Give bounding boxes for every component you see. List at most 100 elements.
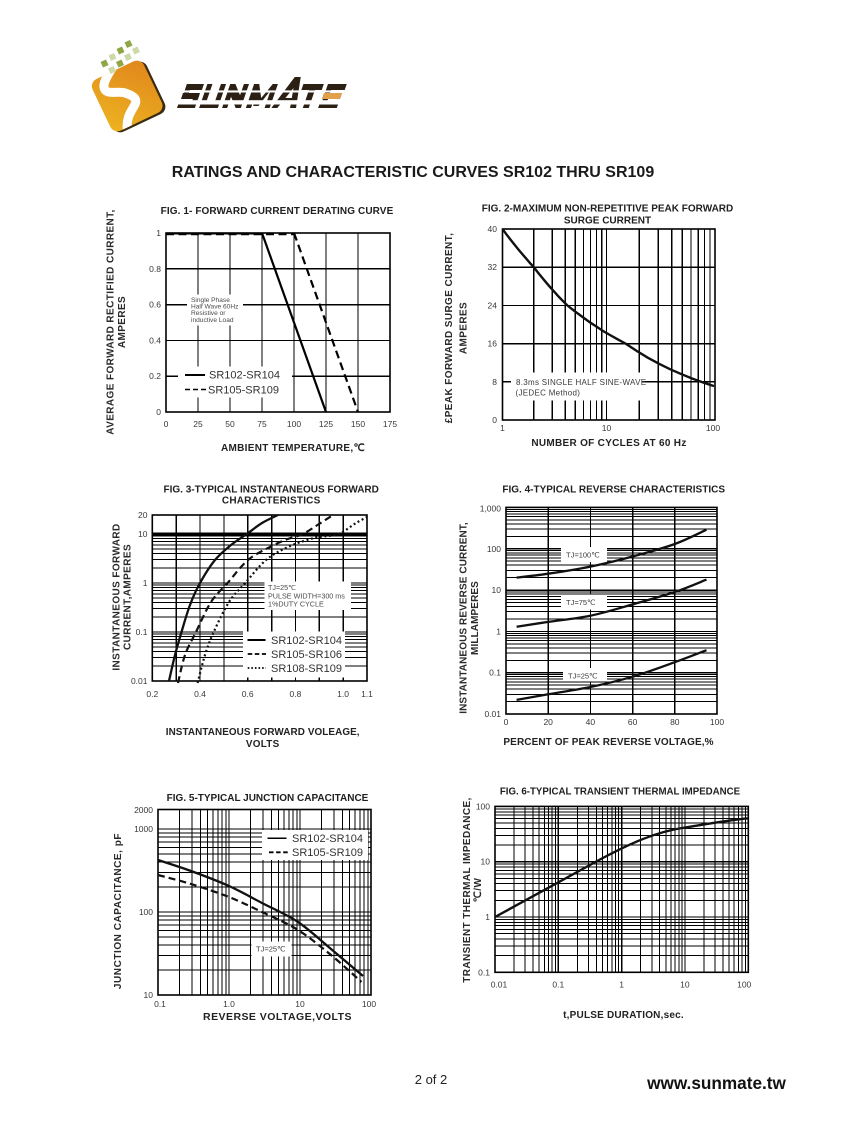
- svg-text:PULSE WIDTH=300 ms: PULSE WIDTH=300 ms: [268, 591, 345, 600]
- svg-text:0.4: 0.4: [149, 335, 161, 345]
- svg-text:SR105-SR109: SR105-SR109: [208, 385, 279, 397]
- svg-text:FIG. 5-TYPICAL JUNCTION CAPACI: FIG. 5-TYPICAL JUNCTION CAPACITANCE: [167, 793, 369, 804]
- svg-text:100: 100: [476, 801, 490, 811]
- svg-text:2 of 2: 2 of 2: [415, 1072, 448, 1087]
- svg-text:SR105-SR109: SR105-SR109: [292, 847, 363, 859]
- svg-text:0.8: 0.8: [149, 264, 161, 274]
- svg-text:0.01: 0.01: [491, 980, 508, 990]
- svg-text:AMBIENT TEMPERATURE,℃: AMBIENT TEMPERATURE,℃: [221, 443, 365, 454]
- svg-text:www.sunmate.tw: www.sunmate.tw: [646, 1073, 786, 1093]
- svg-text:10: 10: [492, 585, 502, 595]
- svg-text:0.6: 0.6: [149, 300, 161, 310]
- svg-text:175: 175: [383, 419, 397, 429]
- svg-text:SR102-SR104: SR102-SR104: [209, 370, 280, 382]
- svg-text:8.3ms SINGLE HALF SINE-WAVE: 8.3ms SINGLE HALF SINE-WAVE: [516, 378, 646, 387]
- svg-text:1000: 1000: [134, 824, 153, 834]
- svg-text:24: 24: [488, 300, 498, 310]
- svg-text:40: 40: [488, 224, 498, 234]
- svg-text:Half Wave 60Hz: Half Wave 60Hz: [191, 304, 238, 311]
- svg-text:8: 8: [492, 377, 497, 387]
- svg-text:1.0: 1.0: [223, 999, 235, 1009]
- svg-text:SR102-SR104: SR102-SR104: [271, 635, 342, 647]
- svg-text:40: 40: [586, 717, 596, 727]
- svg-text:1.1: 1.1: [361, 689, 373, 699]
- svg-text:TJ=25℃: TJ=25℃: [568, 672, 598, 681]
- svg-text:(JEDEC Method): (JEDEC Method): [516, 389, 581, 398]
- svg-text:10: 10: [295, 999, 305, 1009]
- svg-text:1: 1: [156, 228, 161, 238]
- svg-text:2000: 2000: [134, 805, 153, 815]
- svg-text:125: 125: [319, 419, 333, 429]
- svg-text:SR105-SR106: SR105-SR106: [271, 649, 342, 661]
- svg-text:10: 10: [144, 990, 154, 1000]
- svg-text:0.01: 0.01: [484, 709, 501, 719]
- svg-text:60: 60: [628, 717, 638, 727]
- svg-text:TJ=75℃: TJ=75℃: [566, 598, 596, 607]
- svg-text:PERCENT OF PEAK REVERSE VOLTAG: PERCENT OF PEAK REVERSE VOLTAGE,%: [503, 737, 713, 748]
- svg-text:SURGE CURRENT: SURGE CURRENT: [564, 216, 651, 227]
- svg-text:100: 100: [287, 419, 301, 429]
- svg-text:150: 150: [351, 419, 365, 429]
- svg-text:1,000: 1,000: [480, 503, 502, 513]
- svg-text:0.01: 0.01: [131, 676, 148, 686]
- svg-text:100: 100: [710, 717, 724, 727]
- svg-text:0.6: 0.6: [242, 689, 254, 699]
- svg-text:FIG. 6-TYPICAL TRANSIENT THERM: FIG. 6-TYPICAL TRANSIENT THERMAL IMPEDAN…: [500, 787, 741, 798]
- svg-text:25: 25: [193, 419, 203, 429]
- svg-text:t,PULSE DURATION,sec.: t,PULSE DURATION,sec.: [563, 1010, 684, 1021]
- svg-text:INSTANTANEOUS FORWARD VOLEAGE,: INSTANTANEOUS FORWARD VOLEAGE,: [166, 727, 360, 738]
- svg-text:NUMBER OF CYCLES AT 60 Hz: NUMBER OF CYCLES AT 60 Hz: [531, 438, 686, 449]
- svg-text:1%DUTY CYCLE: 1%DUTY CYCLE: [268, 600, 324, 609]
- svg-text:REVERSE VOLTAGE,VOLTS: REVERSE VOLTAGE,VOLTS: [203, 1011, 352, 1023]
- svg-text:1.0: 1.0: [337, 689, 349, 699]
- svg-text:inductive Load: inductive Load: [191, 317, 234, 324]
- svg-text:1: 1: [619, 980, 624, 990]
- svg-text:MILLAMPERES: MILLAMPERES: [470, 581, 481, 655]
- svg-text:FIG. 1- FORWARD CURRENT DERATI: FIG. 1- FORWARD CURRENT DERATING CURVE: [161, 206, 394, 217]
- svg-text:10: 10: [680, 980, 690, 990]
- svg-text:20: 20: [543, 717, 553, 727]
- svg-text:AMPERES: AMPERES: [459, 302, 470, 354]
- svg-text:50: 50: [225, 419, 235, 429]
- svg-text:100: 100: [487, 544, 501, 554]
- svg-text:1: 1: [496, 626, 501, 636]
- svg-text:TJ=25℃: TJ=25℃: [268, 583, 296, 592]
- svg-text:0.1: 0.1: [478, 967, 490, 977]
- svg-text:0: 0: [492, 415, 497, 425]
- svg-text:SR102-SR104: SR102-SR104: [292, 833, 363, 845]
- svg-text:0.1: 0.1: [136, 627, 148, 637]
- svg-text:CURRENT,AMPERES: CURRENT,AMPERES: [123, 544, 134, 650]
- svg-text:SR108-SR109: SR108-SR109: [271, 663, 342, 675]
- svg-text:0.1: 0.1: [154, 999, 166, 1009]
- svg-text:Single Phase: Single Phase: [191, 297, 230, 304]
- svg-text:0: 0: [156, 407, 161, 417]
- svg-text:℃/W: ℃/W: [473, 878, 484, 903]
- svg-text:0.2: 0.2: [149, 371, 161, 381]
- svg-text:1: 1: [485, 912, 490, 922]
- svg-text:0: 0: [164, 419, 169, 429]
- svg-text:0.2: 0.2: [146, 689, 158, 699]
- svg-text:FIG. 3-TYPICAL INSTANTANEOUS F: FIG. 3-TYPICAL INSTANTANEOUS FORWARD: [164, 485, 379, 496]
- svg-text:20: 20: [138, 510, 148, 520]
- svg-text:Resistive or: Resistive or: [191, 310, 226, 317]
- svg-text:100: 100: [737, 980, 751, 990]
- svg-text:1: 1: [143, 578, 148, 588]
- svg-text:TRANSIENT THERMAL IMPEDANCE,: TRANSIENT THERMAL IMPEDANCE,: [462, 797, 473, 982]
- svg-text:100: 100: [139, 907, 153, 917]
- svg-text:75: 75: [257, 419, 267, 429]
- svg-text:0: 0: [504, 717, 509, 727]
- svg-text:10: 10: [138, 529, 148, 539]
- svg-text:TJ=100℃: TJ=100℃: [566, 551, 600, 560]
- svg-text:10: 10: [481, 857, 491, 867]
- svg-text:80: 80: [670, 717, 680, 727]
- svg-text:10: 10: [602, 423, 612, 433]
- svg-text:AVERAGE FORWARD RECTIFIED CURR: AVERAGE FORWARD RECTIFIED CURRENT,: [106, 209, 117, 434]
- svg-text:INSTANTANEOUS REVERSE CURRENT,: INSTANTANEOUS REVERSE CURRENT,: [459, 522, 470, 714]
- svg-text:16: 16: [488, 339, 498, 349]
- svg-text:RATINGS AND CHARACTERISTIC CUR: RATINGS AND CHARACTERISTIC CURVES SR102 …: [172, 164, 655, 181]
- svg-text:AMPERES: AMPERES: [117, 296, 128, 348]
- svg-text:0.1: 0.1: [489, 668, 501, 678]
- svg-text:1: 1: [500, 423, 505, 433]
- svg-text:0.1: 0.1: [552, 980, 564, 990]
- svg-text:FIG. 4-TYPICAL REVERSE CHARACT: FIG. 4-TYPICAL REVERSE CHARACTERISTICS: [502, 485, 725, 496]
